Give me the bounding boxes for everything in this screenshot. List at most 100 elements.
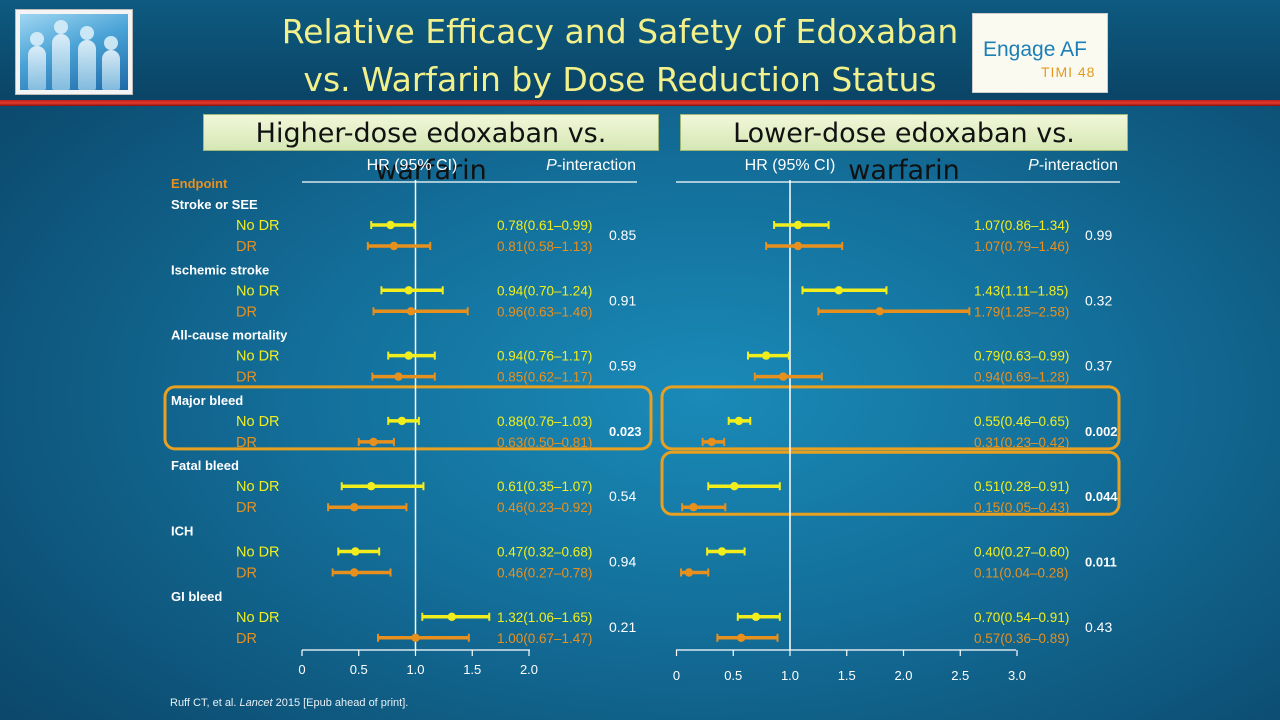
- group-label-dr: DR: [236, 370, 257, 386]
- citation-authors: Ruff CT, et al.: [170, 697, 237, 709]
- endpoint-label: Stroke or SEE: [171, 197, 258, 212]
- hr-point: [386, 220, 395, 230]
- group-label-no-dr: No DR: [236, 218, 280, 234]
- hr-ci-label: 0.57(0.36–0.89): [974, 631, 1069, 646]
- group-label-dr: DR: [236, 304, 257, 320]
- hr-point: [389, 241, 399, 251]
- hr-ci-label: 1.43(1.11–1.85): [974, 283, 1068, 298]
- group-label-dr: DR: [236, 435, 257, 451]
- hr-ci-label: 0.63(0.50–0.81): [497, 435, 592, 450]
- hr-point: [834, 286, 844, 295]
- slide-title-line-1: Relative Efficacy and Safety of Edoxaban: [281, 12, 959, 51]
- x-tick-label: 0.5: [350, 662, 368, 677]
- panel-header-lower-dose: Lower-dose edoxaban vs. warfarin: [680, 114, 1128, 186]
- p-interaction-value: 0.37: [1085, 358, 1112, 374]
- p-interaction-value: 0.32: [1085, 292, 1112, 308]
- hr-ci-label: 0.96(0.63–1.46): [497, 304, 592, 319]
- hr-ci-label: 1.07(0.86–1.34): [974, 218, 1069, 233]
- highlight-box: [660, 385, 1121, 451]
- hr-ci-label: 0.85(0.62–1.17): [497, 370, 592, 385]
- hr-ci-column-label: HR (95% CI): [367, 157, 458, 174]
- p-interaction-value: 0.011: [1085, 555, 1117, 570]
- citation-footnote: Ruff CT, et al. Lancet 2015 [Epub ahead …: [170, 697, 408, 709]
- hr-ci-label: 0.81(0.58–1.13): [497, 239, 592, 254]
- highlight-box: [660, 450, 1121, 516]
- citation-journal: Lancet: [239, 697, 273, 709]
- hr-ci-label: 1.00(0.67–1.47): [497, 631, 592, 646]
- hr-ci-label: 0.51(0.28–0.91): [974, 479, 1069, 494]
- group-label-dr: DR: [236, 566, 257, 582]
- hr-point: [351, 547, 360, 556]
- hr-point: [778, 372, 788, 381]
- title-divider: [0, 100, 1280, 106]
- hr-ci-label: 0.46(0.27–0.78): [497, 566, 592, 581]
- hr-ci-label: 0.94(0.76–1.17): [497, 349, 592, 364]
- p-interaction-column-label: P-interaction: [1028, 157, 1118, 174]
- slide-title-line-2: vs. Warfarin by Dose Reduction Status: [303, 60, 937, 99]
- group-label-no-dr: No DR: [236, 610, 280, 626]
- group-label-dr: DR: [236, 631, 257, 647]
- x-tick-label: 1.5: [838, 668, 856, 683]
- group-label-dr: DR: [236, 239, 257, 255]
- group-label-no-dr: No DR: [236, 479, 280, 495]
- p-interaction-value: 0.94: [609, 554, 636, 570]
- hr-point: [684, 568, 694, 577]
- hr-point: [689, 503, 698, 512]
- hr-ci-label: 0.94(0.69–1.28): [974, 370, 1069, 385]
- hr-point: [717, 547, 727, 556]
- p-interaction-value: 0.044: [1085, 489, 1118, 504]
- endpoint-label: Major bleed: [171, 393, 243, 408]
- endpoint-label: ICH: [171, 524, 193, 539]
- hr-point: [369, 437, 378, 447]
- hr-ci-label: 1.79(1.25–2.58): [974, 304, 1069, 319]
- x-tick-label: 2.0: [894, 668, 912, 683]
- endpoint-label: Ischemic stroke: [171, 262, 269, 277]
- p-interaction-value: 0.21: [609, 619, 636, 635]
- hr-point: [761, 351, 771, 360]
- group-label-no-dr: No DR: [236, 414, 280, 430]
- engage-af-logo: Engage AF TIMI 48: [972, 13, 1108, 93]
- logo-timi-text: TIMI 48: [1041, 64, 1096, 80]
- endpoint-label: All-cause mortality: [171, 328, 288, 343]
- hr-ci-label: 0.55(0.46–0.65): [974, 414, 1069, 429]
- citation-rest: 2015 [Epub ahead of print].: [275, 697, 409, 709]
- p-interaction-value: 0.85: [609, 227, 636, 243]
- hr-point: [394, 372, 403, 381]
- panel-header-higher-dose: Higher-dose edoxaban vs. warfarin: [203, 114, 659, 186]
- hr-ci-label: 0.40(0.27–0.60): [974, 545, 1069, 560]
- p-interaction-value: 0.43: [1085, 619, 1112, 635]
- group-label-no-dr: No DR: [236, 349, 280, 365]
- x-tick-label: 1.0: [781, 668, 799, 683]
- hr-point: [447, 612, 457, 621]
- title-bar: Relative Efficacy and Safety of Edoxaban…: [0, 0, 1280, 100]
- x-tick-label: 0: [298, 662, 305, 677]
- hr-ci-label: 0.11(0.04–0.28): [974, 566, 1068, 581]
- hr-ci-label: 0.46(0.23–0.92): [497, 500, 592, 515]
- hr-ci-label: 0.79(0.63–0.99): [974, 349, 1069, 364]
- x-tick-label: 1.5: [463, 662, 481, 677]
- p-interaction-column-label: P-interaction: [546, 157, 636, 174]
- hr-ci-label: 0.88(0.76–1.03): [497, 414, 592, 429]
- hr-point: [404, 286, 413, 295]
- x-tick-label: 3.0: [1008, 668, 1026, 683]
- hr-point: [367, 482, 376, 491]
- hr-ci-label: 0.94(0.70–1.24): [497, 283, 592, 298]
- hr-ci-label: 0.61(0.35–1.07): [497, 479, 592, 494]
- p-interaction-value: 0.023: [609, 424, 642, 439]
- group-label-no-dr: No DR: [236, 283, 280, 299]
- hr-point: [730, 482, 739, 491]
- x-tick-label: 2.5: [951, 668, 969, 683]
- group-label-no-dr: No DR: [236, 545, 280, 561]
- hr-point: [875, 307, 884, 316]
- hr-ci-column-label: HR (95% CI): [745, 157, 836, 174]
- p-interaction-value: 0.54: [609, 488, 636, 504]
- hr-point: [793, 220, 803, 230]
- hr-point: [397, 416, 407, 426]
- hr-ci-label: 0.78(0.61–0.99): [497, 218, 592, 233]
- hr-point: [406, 307, 416, 316]
- hr-point: [411, 633, 420, 642]
- p-interaction-value: 0.99: [1085, 227, 1112, 243]
- hr-ci-label: 0.31(0.23–0.42): [974, 435, 1069, 450]
- hr-point: [707, 437, 716, 447]
- hr-point: [793, 241, 803, 251]
